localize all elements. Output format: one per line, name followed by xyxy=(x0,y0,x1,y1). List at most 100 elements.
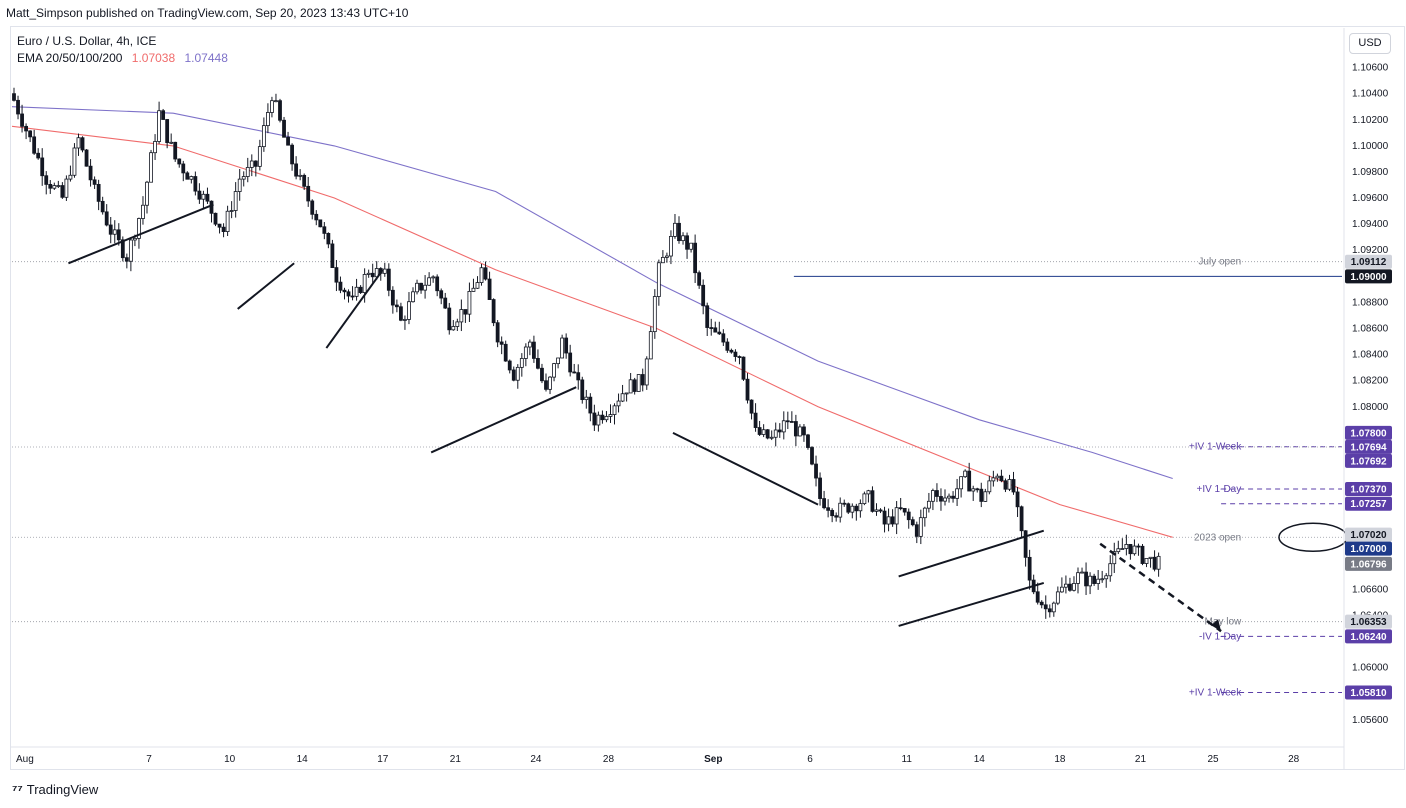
candle-body xyxy=(1148,556,1153,559)
candle-body xyxy=(612,405,617,415)
level-label: -IV 1-Day xyxy=(1199,631,1241,642)
candle-body xyxy=(334,267,339,283)
candle-body xyxy=(253,160,258,167)
price-badge-label: 1.07257 xyxy=(1350,499,1387,510)
candle-body xyxy=(1092,575,1097,584)
x-tick-label: 21 xyxy=(1135,754,1147,765)
x-tick-label: 11 xyxy=(902,754,913,765)
footer-brand[interactable]: TradingView xyxy=(26,782,99,797)
price-badge xyxy=(1345,453,1392,468)
y-tick-label: 1.10200 xyxy=(1352,115,1389,126)
candle-body xyxy=(221,226,226,233)
candle-body xyxy=(765,429,770,439)
candle-body xyxy=(1072,583,1076,591)
candle-body xyxy=(1128,544,1133,555)
x-tick-label: 25 xyxy=(1207,754,1219,765)
candle-body xyxy=(967,470,972,492)
candle-body xyxy=(971,488,976,492)
candle-body xyxy=(717,331,722,335)
candle-body xyxy=(926,500,931,509)
candle-body xyxy=(177,158,182,165)
y-tick-label: 1.06000 xyxy=(1352,663,1389,674)
candle-body xyxy=(564,337,569,354)
ema-legend-label: EMA 20/50/100/200 xyxy=(17,51,123,65)
candle-body xyxy=(1003,480,1008,490)
candle-body xyxy=(886,516,891,525)
candle-body xyxy=(725,341,730,351)
candle-body xyxy=(874,509,879,512)
candle-body xyxy=(802,426,806,436)
candle-body xyxy=(1088,575,1092,587)
candle-body xyxy=(1124,544,1129,549)
x-tick-label: Aug xyxy=(16,754,34,765)
trendlines xyxy=(68,203,1045,627)
candle-body xyxy=(1068,583,1072,591)
candle-body xyxy=(862,493,867,505)
candle-body xyxy=(310,200,315,215)
candle-body xyxy=(713,327,718,333)
price-badge-label: 1.05810 xyxy=(1350,688,1387,699)
candle-body xyxy=(955,488,959,499)
candle-body xyxy=(80,137,85,151)
candle-body xyxy=(354,286,359,297)
candle-body xyxy=(1051,602,1056,613)
candle-body xyxy=(141,204,145,219)
candle-body xyxy=(527,341,532,348)
candle-body xyxy=(120,239,125,259)
candle-body xyxy=(96,183,101,202)
ema-legend[interactable]: EMA 20/50/100/200 1.07038 1.07448 xyxy=(17,51,228,65)
candle-body xyxy=(68,174,73,180)
candle-body xyxy=(507,360,512,371)
x-tick-label: 28 xyxy=(1288,754,1300,765)
x-tick-label: 17 xyxy=(377,754,389,765)
candle-body xyxy=(511,369,516,381)
candle-body xyxy=(282,119,286,138)
price-badge xyxy=(1345,425,1392,440)
level-label: 2023 open xyxy=(1194,532,1241,543)
candle-body xyxy=(116,229,121,241)
candle-body xyxy=(1076,572,1080,584)
candle-body xyxy=(72,147,77,176)
candle-body xyxy=(773,429,778,438)
candle-body xyxy=(979,488,984,502)
ema-lines xyxy=(11,106,1173,538)
ema-value-1: 1.07038 xyxy=(131,51,176,65)
candle-body xyxy=(318,219,323,228)
candle-body xyxy=(830,509,835,517)
candle-body xyxy=(660,257,665,264)
price-badge-label: 1.07020 xyxy=(1350,530,1387,541)
candle-body xyxy=(741,356,746,380)
candle-body xyxy=(431,276,436,279)
candle-body xyxy=(632,379,637,392)
candle-body xyxy=(1047,608,1052,613)
candle-body xyxy=(451,326,456,331)
candle-body xyxy=(777,429,782,433)
candle-body xyxy=(169,141,174,144)
candle-body xyxy=(475,282,480,289)
level-label: +IV 1-Week xyxy=(1189,688,1242,699)
candle-body xyxy=(536,358,540,369)
candle-body xyxy=(1112,551,1117,565)
candle-body xyxy=(197,190,202,200)
candle-body xyxy=(161,110,166,120)
candle-body xyxy=(342,289,347,293)
candle-body xyxy=(898,507,903,510)
candle-body xyxy=(1144,558,1149,564)
candle-body xyxy=(519,358,524,368)
candle-body xyxy=(850,505,855,513)
trendline xyxy=(237,262,295,310)
candle-body xyxy=(604,416,609,421)
candle-body xyxy=(902,507,907,513)
candle-body xyxy=(890,516,895,525)
candle-body xyxy=(540,367,544,382)
candle-body xyxy=(975,488,980,491)
candle-body xyxy=(225,210,230,233)
candle-body xyxy=(294,163,299,177)
candle-body xyxy=(789,421,794,423)
candle-body xyxy=(411,291,415,303)
candle-body xyxy=(1027,556,1032,581)
symbol-title[interactable]: Euro / U.S. Dollar, 4h, ICE xyxy=(17,34,157,48)
currency-button[interactable]: USD xyxy=(1349,33,1391,54)
candle-body xyxy=(20,113,24,127)
